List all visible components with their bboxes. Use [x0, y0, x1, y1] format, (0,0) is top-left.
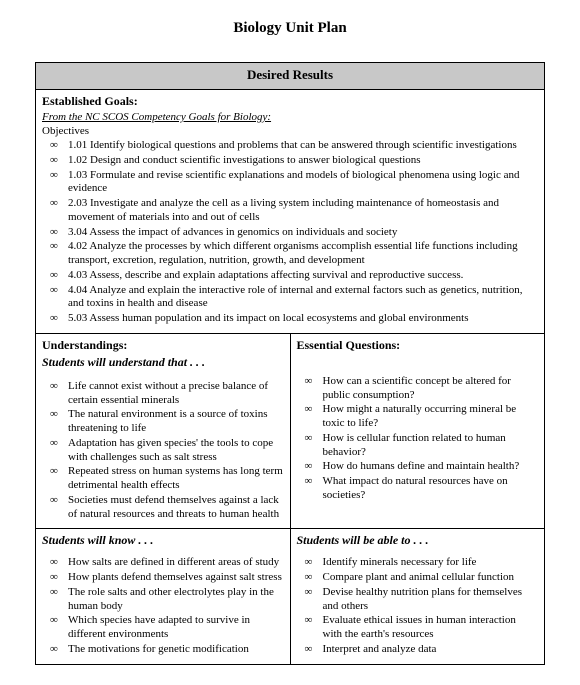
able-heading: Students will be able to . . . [297, 533, 539, 548]
list-item: How can a scientific concept be altered … [303, 375, 539, 403]
understandings-list: Life cannot exist without a precise bala… [42, 380, 284, 522]
list-item: 3.04 Assess the impact of advances in ge… [48, 226, 538, 240]
understandings-heading: Understandings: [42, 338, 284, 353]
list-item: How plants defend themselves against sal… [48, 571, 284, 585]
able-cell: Students will be able to . . . Identify … [290, 529, 545, 664]
list-item: Repeated stress on human systems has lon… [48, 465, 284, 493]
questions-cell: Essential Questions: How can a scientifi… [290, 333, 545, 529]
questions-list: How can a scientific concept be altered … [297, 375, 539, 503]
desired-results-header: Desired Results [36, 63, 545, 90]
understandings-sub: Students will understand that . . . [42, 355, 284, 370]
list-item: The motivations for genetic modification [48, 643, 284, 657]
know-list: How salts are defined in different areas… [42, 556, 284, 656]
list-item: How is cellular function related to huma… [303, 432, 539, 460]
list-item: 1.01 Identify biological questions and p… [48, 139, 538, 153]
list-item: Societies must defend themselves against… [48, 494, 284, 522]
list-item: 2.03 Investigate and analyze the cell as… [48, 197, 538, 225]
list-item: 1.02 Design and conduct scientific inves… [48, 154, 538, 168]
questions-heading: Essential Questions: [297, 338, 539, 353]
established-goals-cell: Established Goals: From the NC SCOS Comp… [36, 90, 545, 334]
list-item: Devise healthy nutrition plans for thems… [303, 586, 539, 614]
goals-source: From the NC SCOS Competency Goals for Bi… [42, 111, 538, 123]
goals-list: 1.01 Identify biological questions and p… [42, 139, 538, 326]
list-item: Compare plant and animal cellular functi… [303, 571, 539, 585]
plan-table: Desired Results Established Goals: From … [35, 62, 545, 665]
list-item: Evaluate ethical issues in human interac… [303, 614, 539, 642]
list-item: 4.04 Analyze and explain the interactive… [48, 284, 538, 312]
list-item: Which species have adapted to survive in… [48, 614, 284, 642]
list-item: Adaptation has given species' the tools … [48, 437, 284, 465]
know-heading: Students will know . . . [42, 533, 284, 548]
objectives-label: Objectives [42, 125, 538, 137]
know-cell: Students will know . . . How salts are d… [36, 529, 291, 664]
list-item: The role salts and other electrolytes pl… [48, 586, 284, 614]
list-item: Life cannot exist without a precise bala… [48, 380, 284, 408]
list-item: Identify minerals necessary for life [303, 556, 539, 570]
list-item: Interpret and analyze data [303, 643, 539, 657]
list-item: 1.03 Formulate and revise scientific exp… [48, 169, 538, 197]
goals-heading: Established Goals: [42, 94, 538, 109]
list-item: The natural environment is a source of t… [48, 408, 284, 436]
able-list: Identify minerals necessary for life Com… [297, 556, 539, 656]
list-item: 5.03 Assess human population and its imp… [48, 312, 538, 326]
list-item: How might a naturally occurring mineral … [303, 403, 539, 431]
list-item: How do humans define and maintain health… [303, 460, 539, 474]
understandings-cell: Understandings: Students will understand… [36, 333, 291, 529]
list-item: What impact do natural resources have on… [303, 475, 539, 503]
list-item: 4.02 Analyze the processes by which diff… [48, 240, 538, 268]
list-item: How salts are defined in different areas… [48, 556, 284, 570]
list-item: 4.03 Assess, describe and explain adapta… [48, 269, 538, 283]
page-title: Biology Unit Plan [35, 20, 545, 37]
